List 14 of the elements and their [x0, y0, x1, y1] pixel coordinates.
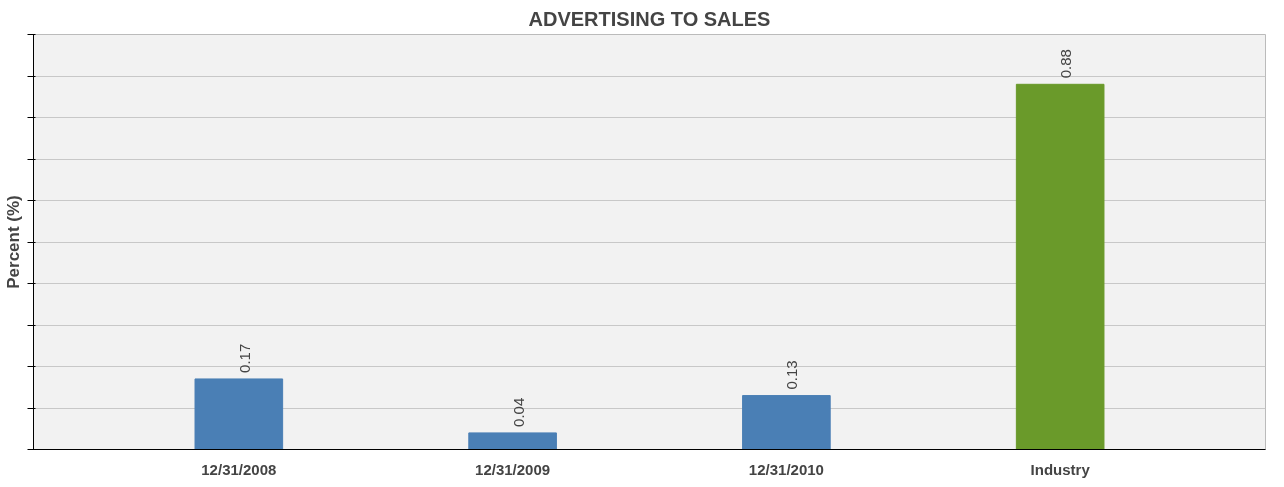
x-tick-label: 12/31/2010: [748, 460, 824, 478]
bar: [1015, 83, 1105, 450]
bar: [742, 395, 831, 450]
bar: [468, 432, 557, 450]
y-axis-title: Percent (%): [3, 195, 23, 289]
bar: [194, 378, 284, 450]
chart-title: ADVERTISING TO SALES: [528, 7, 771, 30]
data-label: 0.88: [1057, 49, 1075, 79]
data-label: 0.17: [235, 343, 253, 373]
x-tick-label: Industry: [1030, 460, 1091, 478]
x-tick-label: 12/31/2009: [475, 460, 551, 478]
data-label: 0.13: [783, 360, 801, 390]
data-label: 0.04: [509, 397, 527, 427]
x-tick-label: 12/31/2008: [201, 460, 277, 478]
